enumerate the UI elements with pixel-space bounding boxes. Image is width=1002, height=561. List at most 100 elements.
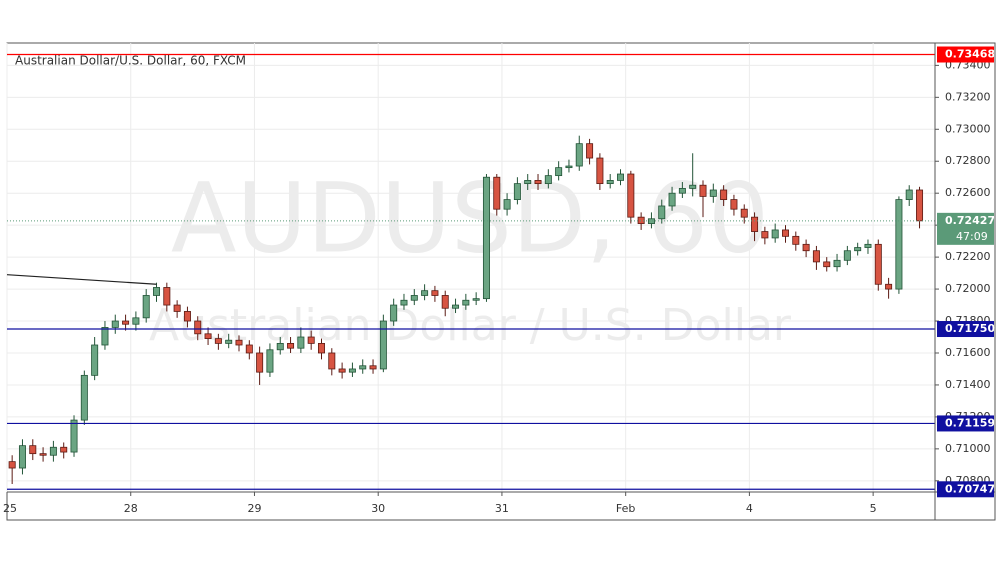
candle-body <box>874 243 882 285</box>
candle-body <box>183 311 191 322</box>
candle-body <box>163 287 171 306</box>
horizontal-line-label: 0.70747 <box>945 482 995 495</box>
candle-body <box>617 173 625 181</box>
y-tick-label: 0.73200 <box>945 90 991 103</box>
horizontal-line-box <box>937 481 994 498</box>
horizontal-line-box <box>937 46 994 63</box>
candle-body <box>256 352 264 373</box>
candle-body <box>482 176 490 300</box>
candle-body <box>431 290 439 296</box>
x-tick-label: Feb <box>616 502 635 515</box>
candle-body <box>823 261 831 268</box>
candle-body <box>781 229 789 237</box>
candle-body <box>802 243 810 252</box>
horizontal-line-box <box>937 321 994 338</box>
candle-body <box>565 165 573 169</box>
candle-body <box>338 368 346 373</box>
candle-body <box>462 299 470 306</box>
candle-body <box>80 374 88 421</box>
candle-body <box>276 342 284 351</box>
candle-body <box>472 298 480 301</box>
x-tick-label: 30 <box>371 502 385 515</box>
candle-body <box>214 338 222 344</box>
candle-body <box>369 365 377 370</box>
candle-body <box>390 304 398 322</box>
candle-body <box>266 349 274 373</box>
candle-body <box>792 235 800 245</box>
candle-body <box>885 283 893 290</box>
candle-body <box>317 342 325 354</box>
candle-body <box>297 336 305 349</box>
candle-body <box>400 299 408 306</box>
x-tick-label: 4 <box>746 502 753 515</box>
watermark-subtitle: Australian Dollar / U.S. Dollar <box>149 300 792 351</box>
candle-body <box>8 461 16 469</box>
candle-body <box>225 339 233 344</box>
candle-body <box>153 287 161 296</box>
candle-body <box>204 333 212 340</box>
candle-body <box>534 180 542 185</box>
x-tick-label: 31 <box>495 502 509 515</box>
x-tick-label: 25 <box>3 502 17 515</box>
candle-body <box>101 327 109 346</box>
candle-body <box>441 295 449 309</box>
candle-body <box>307 336 315 344</box>
horizontal-line-box <box>937 415 994 432</box>
candle-body <box>771 229 779 239</box>
candle-body <box>916 189 924 222</box>
candle-body <box>854 247 862 252</box>
candle-body <box>586 143 594 159</box>
candle-body <box>410 295 418 301</box>
y-tick-label: 0.72800 <box>945 154 991 167</box>
candle-body <box>544 175 552 185</box>
chart-title: Australian Dollar/U.S. Dollar, 60, FXCM <box>15 54 246 68</box>
candle-body <box>647 218 655 224</box>
last-price-box <box>937 212 994 245</box>
candle-body <box>895 199 903 290</box>
candle-body <box>513 183 521 200</box>
trend-line <box>6 274 157 285</box>
candle-body <box>122 320 130 325</box>
candle-body <box>29 445 37 455</box>
chart-frame <box>6 42 996 521</box>
last-price-label: 0.72427 <box>945 214 995 227</box>
candle-body <box>720 189 728 200</box>
horizontal-line-label: 0.71750 <box>945 322 995 335</box>
x-tick-label: 29 <box>247 502 261 515</box>
candle-body <box>235 339 243 346</box>
candle-body <box>833 259 841 268</box>
y-tick-label: 0.72600 <box>945 186 991 199</box>
candle-body <box>194 320 202 335</box>
candle-body <box>328 352 336 370</box>
candle-body <box>70 419 78 453</box>
candle-body <box>421 290 429 296</box>
candle-body <box>843 250 851 261</box>
y-tick-label: 0.71600 <box>945 346 991 359</box>
candle-body <box>245 344 253 354</box>
candle-body <box>493 176 501 210</box>
candle-body <box>668 192 676 207</box>
candle-body <box>452 304 460 309</box>
candle-body <box>627 173 635 218</box>
candle-body <box>524 180 532 185</box>
candle-body <box>689 184 697 189</box>
candle-body <box>111 320 119 328</box>
candle-body <box>812 250 820 263</box>
candle-body <box>173 304 181 312</box>
candle-body <box>740 208 748 218</box>
candle-body <box>379 320 387 370</box>
candle-body <box>699 184 707 197</box>
y-tick-label: 0.72000 <box>945 282 991 295</box>
candle-body <box>49 446 57 456</box>
candle-body <box>606 180 614 185</box>
candle-body <box>730 199 738 210</box>
candle-body <box>39 453 47 456</box>
x-tick-label: 28 <box>124 502 138 515</box>
candle-body <box>348 368 356 373</box>
candle-body <box>575 143 583 167</box>
candle-body <box>287 342 295 349</box>
candle-body <box>761 231 769 239</box>
candle-body <box>503 199 511 210</box>
candle-body <box>91 344 99 376</box>
